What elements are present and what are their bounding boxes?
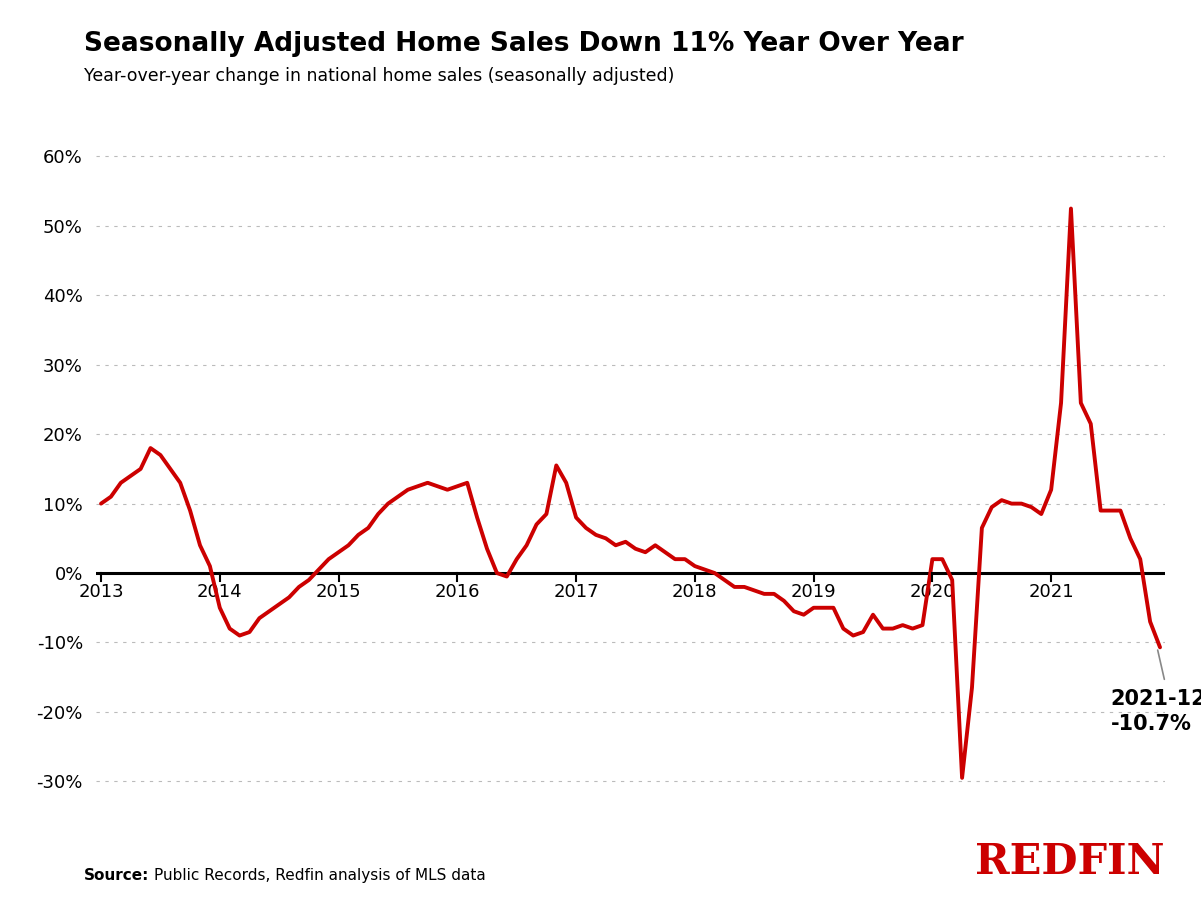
Text: 2020: 2020 [909, 583, 955, 601]
Text: 2016: 2016 [435, 583, 480, 601]
Text: Seasonally Adjusted Home Sales Down 11% Year Over Year: Seasonally Adjusted Home Sales Down 11% … [84, 31, 963, 58]
Text: Public Records, Redfin analysis of MLS data: Public Records, Redfin analysis of MLS d… [154, 868, 485, 883]
Text: Source:: Source: [84, 868, 149, 883]
Text: 2021-12
-10.7%: 2021-12 -10.7% [1111, 689, 1201, 734]
Text: Year-over-year change in national home sales (seasonally adjusted): Year-over-year change in national home s… [84, 67, 675, 85]
Text: 2017: 2017 [554, 583, 599, 601]
Text: 2013: 2013 [78, 583, 124, 601]
Text: 2018: 2018 [673, 583, 718, 601]
Text: 2015: 2015 [316, 583, 362, 601]
Text: 2021: 2021 [1028, 583, 1074, 601]
Text: REDFIN: REDFIN [975, 841, 1165, 883]
Text: 2014: 2014 [197, 583, 243, 601]
Text: 2019: 2019 [790, 583, 836, 601]
